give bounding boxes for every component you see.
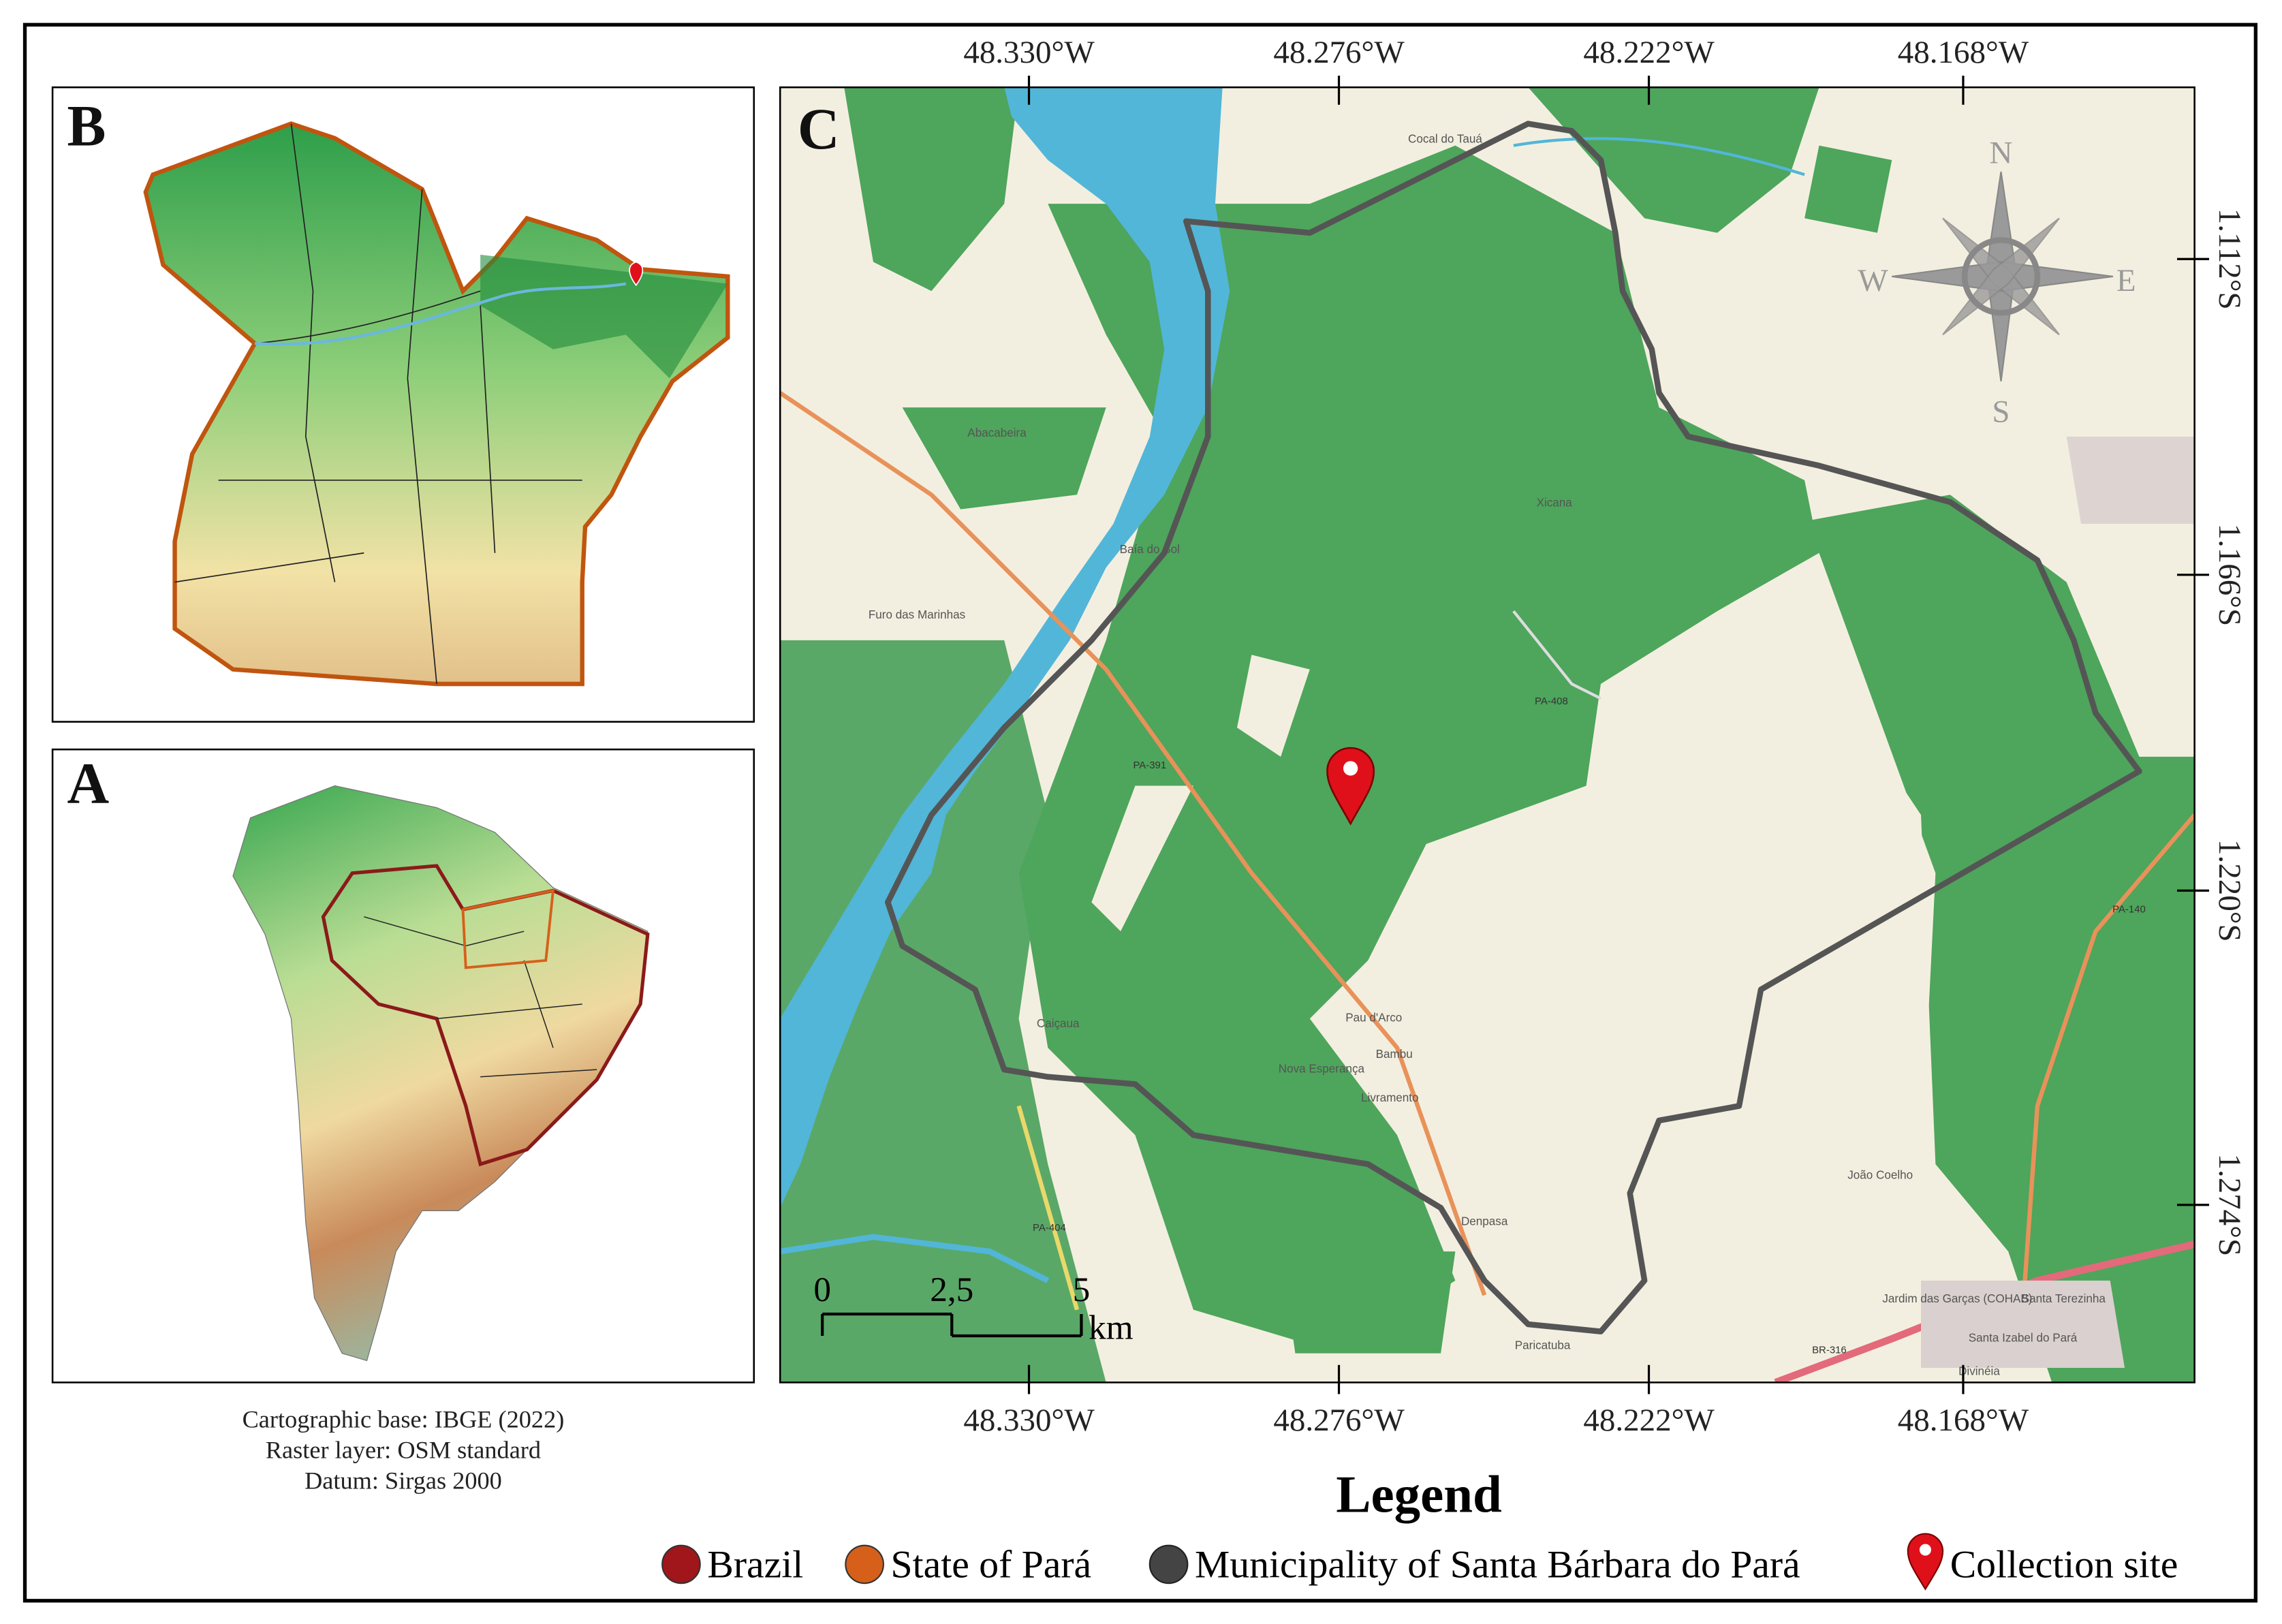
legend: Legend Brazil State of Pará Municipality…	[661, 1465, 2178, 1591]
longitude-label: 48.222°W	[1583, 35, 1715, 70]
road-label: PA-140	[2112, 903, 2146, 915]
place-name: Caiçaua	[1037, 1017, 1080, 1030]
panel-label: A	[67, 752, 109, 816]
place-name: Jardim das Garças (COHAB)	[1882, 1292, 2032, 1305]
longitude-label: 48.168°W	[1898, 35, 2029, 70]
legend-label: Municipality of Santa Bárbara do Pará	[1195, 1544, 1800, 1587]
credit-line: Datum: Sirgas 2000	[304, 1467, 502, 1494]
scale-unit: km	[1089, 1308, 1134, 1347]
longitude-labels: 48.330°W 48.276°W 48.222°W 48.168°W 48.3…	[963, 35, 2029, 1438]
credit-line: Raster layer: OSM standard	[266, 1436, 541, 1463]
place-name: Livramento	[1361, 1091, 1418, 1104]
panel-label: B	[67, 95, 106, 159]
place-name: Baía do Sol	[1120, 543, 1180, 556]
longitude-label: 48.330°W	[963, 1403, 1095, 1438]
scale-tick: 2,5	[930, 1270, 973, 1309]
scale-bar: 0 2,5 5 km	[813, 1270, 1133, 1347]
latitude-label: 1.220°S	[2212, 839, 2247, 942]
legend-label: Collection site	[1950, 1544, 2178, 1587]
road-labels: PA-391 PA-408 PA-404 PA-140 BR-316	[1033, 696, 2146, 1356]
scale-tick: 0	[813, 1270, 831, 1309]
place-name: Xicana	[1537, 496, 1573, 509]
place-name: Denpasa	[1461, 1215, 1508, 1228]
road-label: PA-391	[1133, 760, 1166, 771]
longitude-label: 48.276°W	[1273, 35, 1405, 70]
latitude-label: 1.274°S	[2212, 1153, 2247, 1256]
panel-b: B	[51, 86, 755, 723]
collection-site-marker	[1326, 747, 1375, 826]
place-name: Divinéia	[1958, 1365, 2000, 1378]
road-label: PA-404	[1033, 1222, 1066, 1234]
compass-label: S	[1992, 394, 2010, 429]
outer-frame	[22, 22, 2257, 1603]
place-name: Pau d'Arco	[1345, 1012, 1402, 1025]
road-label: PA-408	[1535, 696, 1568, 707]
compass-label: E	[2116, 263, 2136, 298]
legend-title: Legend	[1336, 1465, 1502, 1524]
place-name: Nova Esperança	[1279, 1062, 1365, 1075]
panel-c: Abacabeira Furo das Marinhas Baía do Sol…	[779, 86, 2195, 1384]
compass-label: W	[1858, 263, 1888, 298]
credits: Cartographic base: IBGE (2022) Raster la…	[243, 1406, 565, 1495]
place-name: Santa Izabel do Pará	[1969, 1332, 2078, 1345]
panel-label: C	[798, 97, 840, 161]
longitude-label: 48.222°W	[1583, 1403, 1715, 1438]
road-label: BR-316	[1812, 1345, 1847, 1356]
longitude-label: 48.168°W	[1898, 1403, 2029, 1438]
compass-label: N	[1990, 135, 2013, 170]
credit-line: Cartographic base: IBGE (2022)	[243, 1406, 565, 1433]
place-name: João Coelho	[1847, 1168, 1913, 1181]
longitude-label: 48.330°W	[963, 35, 1095, 70]
place-name: Abacabeira	[967, 426, 1027, 439]
scale-tick: 5	[1073, 1270, 1091, 1309]
latitude-label: 1.112°S	[2212, 208, 2247, 310]
graticule	[1027, 76, 2209, 1394]
compass-rose: N S W E	[1858, 135, 2136, 429]
place-name: Santa Terezinha	[2022, 1292, 2106, 1305]
place-name: Paricatuba	[1515, 1339, 1571, 1352]
legend-label: State of Pará	[891, 1544, 1092, 1587]
longitude-label: 48.276°W	[1273, 1403, 1405, 1438]
latitude-label: 1.166°S	[2212, 523, 2247, 626]
latitude-labels: 1.112°S 1.166°S 1.220°S 1.274°S	[2212, 208, 2247, 1256]
place-name: Cocal do Tauá	[1408, 132, 1482, 145]
place-name: Furo das Marinhas	[869, 608, 965, 621]
legend-label: Brazil	[707, 1544, 803, 1587]
place-names: Abacabeira Furo das Marinhas Baía do Sol…	[869, 132, 2106, 1377]
panel-a: A	[51, 748, 755, 1384]
place-name: Bambu	[1376, 1048, 1413, 1061]
